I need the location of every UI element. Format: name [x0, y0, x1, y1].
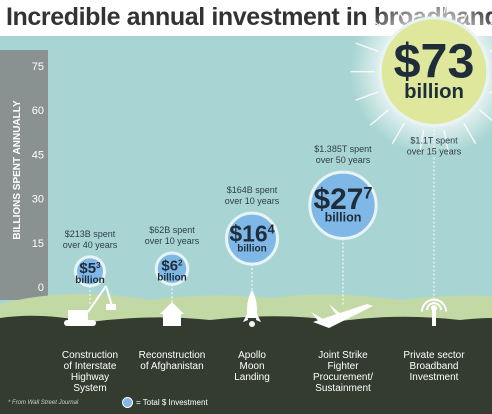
spent-note: $213B spent	[65, 229, 116, 239]
bulldozer-bucket	[106, 304, 116, 310]
y-axis-band	[0, 50, 48, 300]
rocket-body	[246, 290, 258, 318]
source-footnote: * From Wall Street Journal	[8, 400, 79, 406]
house-wall	[163, 314, 181, 326]
glow-ray	[462, 122, 477, 145]
ground	[0, 315, 492, 414]
glow-ray	[391, 0, 406, 21]
category-label: Reconstruction of Afghanistan	[138, 350, 206, 372]
spent-note: $1.1T spent	[410, 135, 458, 145]
bubble-unit-label: billion	[237, 243, 266, 254]
house-roof	[160, 302, 184, 314]
y-tick-label: 75	[32, 61, 44, 73]
y-tick-label: 15	[32, 238, 44, 250]
bubble-unit-label: billion	[75, 275, 104, 286]
bubble-unit-label: billion	[157, 273, 186, 284]
antenna-tip	[431, 305, 437, 311]
spent-note: over 40 years	[63, 240, 118, 250]
y-tick-label: 0	[38, 282, 44, 294]
legend-bubble-swatch	[122, 397, 133, 408]
bubble-value-label: $53	[79, 260, 101, 277]
bulldozer-arm	[105, 285, 113, 307]
spent-note: over 15 years	[407, 146, 462, 156]
glow-ray	[391, 122, 406, 145]
bubble-value-label: $164	[229, 220, 274, 246]
category-label: Construction of Interstate Highway System	[61, 350, 119, 394]
spent-note: over 10 years	[145, 236, 200, 246]
investment-bubble	[378, 16, 490, 127]
y-tick-label: 60	[32, 105, 44, 117]
glow-ray	[355, 91, 379, 101]
glow-ray	[478, 22, 492, 35]
bubble-unit-label: billion	[404, 81, 464, 103]
glow-ray	[420, 0, 425, 14]
bubble-value-label: $73	[394, 34, 475, 88]
jet-fuselage	[313, 304, 373, 328]
bubble-value-label: $62	[161, 258, 183, 275]
spent-note: $164B spent	[227, 185, 278, 195]
spent-note: $1.385T spent	[314, 144, 372, 154]
y-tick-label: 30	[32, 194, 44, 206]
legend-label: = Total $ Investment	[136, 398, 208, 407]
glow-ray	[369, 109, 390, 126]
rocket-icon	[243, 290, 261, 327]
spent-note: $62B spent	[149, 225, 195, 235]
bulldozer-icon	[64, 285, 116, 326]
category-label: Apollo Moon Landing	[234, 350, 270, 383]
category-label: Private sector Broadband Investment	[403, 350, 465, 383]
bubble-unit-label: billion	[325, 210, 362, 224]
investment-bubble	[154, 251, 190, 286]
glow-ray	[462, 0, 477, 21]
glow-ray	[369, 17, 390, 35]
category-label: Joint Strike Fighter Procurement/Sustainme…	[312, 350, 374, 394]
jet-wing	[329, 304, 341, 316]
bubble-value-label: $277	[314, 183, 373, 216]
spent-note: over 10 years	[225, 196, 280, 206]
glow-ray	[355, 42, 379, 53]
glow-ray	[443, 129, 450, 154]
legend: = Total $ Investment	[122, 397, 208, 408]
bulldozer-track	[64, 320, 96, 326]
bulldozer-arm	[87, 285, 107, 313]
investment-bubble	[73, 255, 107, 288]
investment-bubble	[224, 211, 280, 266]
jet-tail	[311, 312, 323, 322]
y-axis-label: BILLIONS SPENT ANNUALLY	[12, 100, 23, 240]
rocket-fins	[243, 314, 261, 322]
rocket-flame	[249, 321, 255, 327]
spent-note: over 50 years	[316, 155, 371, 165]
glow-ray	[443, 0, 448, 14]
glow-ray	[418, 129, 425, 154]
y-tick-label: 45	[32, 149, 44, 161]
jet-icon	[311, 304, 373, 328]
bulldozer-body	[68, 310, 88, 320]
glow-ray	[478, 109, 492, 122]
house-icon	[160, 302, 184, 326]
antenna-mast	[432, 310, 436, 326]
investment-bubble	[308, 170, 378, 240]
antenna-wave	[421, 298, 447, 312]
